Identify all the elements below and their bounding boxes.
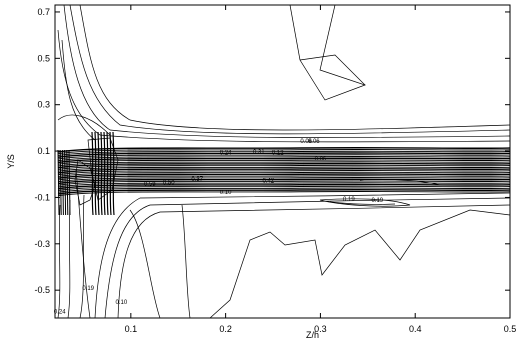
contour-line — [117, 204, 510, 318]
contour-line — [57, 114, 111, 136]
contour-line — [100, 131, 103, 216]
contour-label: 0.12 — [272, 151, 284, 157]
contour-line — [319, 198, 411, 207]
contour-label: 0.42 — [262, 178, 274, 184]
contour-line — [69, 5, 510, 135]
contour-line — [66, 149, 69, 216]
contour-line — [103, 131, 106, 216]
contour-label: 0.06 — [300, 139, 312, 145]
y-tick-label: -0.3 — [34, 239, 50, 249]
contour-line — [79, 5, 510, 131]
contour-label: 0.59 — [144, 182, 156, 188]
contour-label: 0.31 — [253, 149, 265, 155]
dense-shear-band — [57, 131, 510, 216]
contour-line — [57, 29, 510, 143]
contour-line — [129, 209, 161, 318]
contour-line — [75, 169, 91, 318]
contour-label: 0.50 — [163, 181, 175, 187]
contour-label: 0.19 — [343, 197, 355, 203]
contour-line — [112, 131, 115, 216]
contour-line — [109, 131, 112, 216]
contour-line — [57, 204, 61, 318]
contour-line — [94, 131, 97, 216]
y-tick-label: 0.1 — [37, 146, 50, 156]
contour-label: 0.37 — [191, 177, 203, 183]
plot-frame — [54, 4, 511, 319]
contour-line — [209, 209, 510, 318]
contour-line — [68, 149, 71, 216]
contour-line — [61, 39, 96, 141]
contour-line — [59, 149, 62, 216]
contour-labels: 0.060.060.24 0.31 0.120.060.59 0.500.37 0.42… — [54, 139, 384, 315]
x-tick-label: 0.2 — [219, 324, 232, 334]
contour-line — [94, 192, 510, 318]
contour-label: 0.19 — [371, 198, 383, 204]
x-axis-label: Z/h — [306, 330, 319, 340]
x-axis-ticks: 0.1 0.2 0.3 0.4 0.5 — [125, 5, 517, 334]
y-tick-label: -0.1 — [34, 192, 50, 202]
contour-line — [63, 5, 510, 138]
contour-line — [329, 201, 396, 205]
contour-line — [106, 131, 109, 216]
y-axis-ticks: 0.7 0.5 0.3 0.1 -0.1 -0.3 -0.5 — [34, 7, 510, 295]
y-tick-label: 0.7 — [37, 7, 50, 17]
contour-label: 0.06 — [315, 156, 327, 162]
contour-line — [61, 149, 64, 216]
contour-label: 0.06 — [308, 139, 320, 145]
x-tick-label: 0.3 — [314, 324, 327, 334]
contour-label: 0.24 — [220, 151, 232, 157]
contour-label: 0.10 — [116, 300, 128, 306]
y-tick-label: 0.3 — [37, 100, 50, 110]
contour-line — [57, 149, 60, 216]
x-tick-label: 0.1 — [125, 324, 138, 334]
contour-line — [181, 204, 191, 318]
y-tick-label: -0.5 — [34, 285, 50, 295]
contour-label: 0.10 — [220, 190, 232, 196]
contour-label: 0.19 — [82, 286, 94, 292]
contour-line — [104, 197, 510, 318]
x-tick-label: 0.5 — [504, 324, 517, 334]
contour-line — [97, 131, 100, 216]
contour-line — [289, 5, 367, 101]
y-tick-label: 0.5 — [37, 53, 50, 63]
contour-line — [299, 54, 366, 86]
contour-line — [64, 149, 67, 216]
contour-label: 0.24 — [54, 309, 66, 315]
contour-line — [67, 199, 71, 318]
y-axis-label: Y/S — [6, 154, 16, 169]
contour-line — [91, 131, 94, 216]
contour-lines — [57, 5, 510, 318]
x-tick-label: 0.4 — [409, 324, 422, 334]
contour-line — [57, 191, 510, 197]
